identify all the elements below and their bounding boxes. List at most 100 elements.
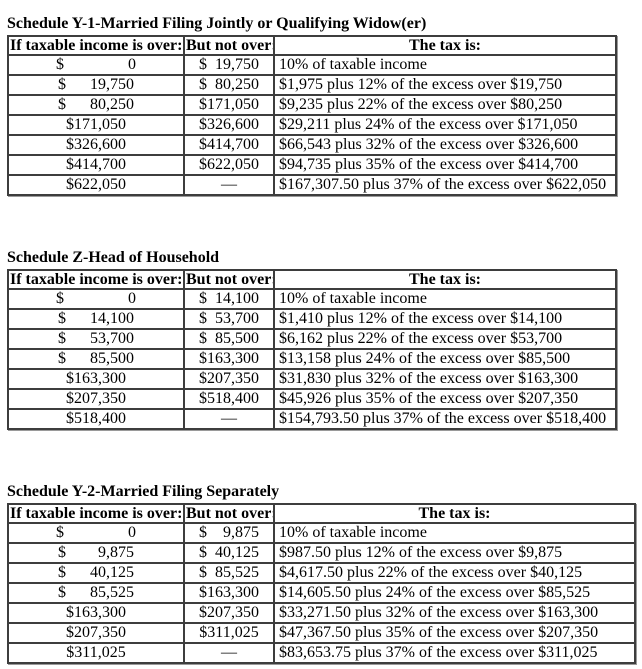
not-over-cell: — xyxy=(183,408,275,430)
income-over-cell: $ 53,700 xyxy=(7,328,185,350)
not-over-cell: $171,050 xyxy=(183,94,275,116)
income-over-cell: $ 14,100 xyxy=(7,308,185,330)
income-over-cell: $ 85,500 xyxy=(7,348,185,370)
tax-formula-cell: $45,926 plus 35% of the excess over $207… xyxy=(273,388,617,410)
col-header-income-over: If taxable income is over: xyxy=(7,269,185,290)
table-row: $ 14,100 $ 53,700 $1,410 plus 12% of the e… xyxy=(7,308,617,330)
not-over-cell: — xyxy=(183,642,275,664)
table-row: $ 40,125 $ 85,525 $4,617.50 plus 22% of th… xyxy=(7,562,636,584)
income-over-cell: $207,350 xyxy=(7,388,185,410)
income-over-cell: $ 9,875 xyxy=(7,542,185,564)
col-header-not-over: But not over: xyxy=(183,269,275,290)
table-row: $ 0 $ 14,100 10% of taxable income xyxy=(7,288,617,310)
col-header-tax-is: The tax is: xyxy=(273,503,636,524)
tax-formula-cell: $1,410 plus 12% of the excess over $14,1… xyxy=(273,308,617,330)
tax-formula-cell: $94,735 plus 35% of the excess over $414… xyxy=(273,154,617,176)
income-over-cell: $414,700 xyxy=(7,154,185,176)
table-row: $ 85,500 $163,300 $13,158 plus 24% of the … xyxy=(7,348,617,370)
table-row: $ 80,250 $171,050 $9,235 plus 22% of the e… xyxy=(7,94,617,116)
table-row: $311,025— $83,653.75 plus 37% of the exce… xyxy=(7,642,636,664)
tax-formula-cell: 10% of taxable income xyxy=(273,522,636,544)
tax-formula-cell: $13,158 plus 24% of the excess over $85,… xyxy=(273,348,617,370)
tax-formula-cell: $31,830 plus 32% of the excess over $163… xyxy=(273,368,617,390)
tax-formula-cell: $29,211 plus 24% of the excess over $171… xyxy=(273,114,617,136)
schedule-title: Schedule Y-2-Married Filing Separately xyxy=(7,483,280,500)
not-over-cell: $ 85,500 xyxy=(183,328,275,350)
not-over-cell: $ 14,100 xyxy=(183,288,275,310)
table-row: $ 0 $ 19,750 10% of taxable income xyxy=(7,54,617,76)
not-over-cell: $311,025 xyxy=(183,622,275,644)
income-over-cell: $ 19,750 xyxy=(7,74,185,96)
tax-formula-cell: 10% of taxable income xyxy=(273,54,617,76)
tax-formula-cell: $167,307.50 plus 37% of the excess over … xyxy=(273,174,617,196)
tax-formula-cell: $1,975 plus 12% of the excess over $19,7… xyxy=(273,74,617,96)
tax-formula-cell: $9,235 plus 22% of the excess over $80,2… xyxy=(273,94,617,116)
table-row: $518,400— $154,793.50 plus 37% of the exc… xyxy=(7,408,617,430)
tax-table-z: If taxable income is over: But not over:… xyxy=(7,269,617,430)
schedule-title: Schedule Y-1-Married Filing Jointly or Q… xyxy=(7,15,427,32)
table-row: $ 0 $ 9,875 10% of taxable income xyxy=(7,522,636,544)
table-row: $207,350 $518,400 $45,926 plus 35% of the … xyxy=(7,388,617,410)
tax-rate-schedules: Schedule Y-1-Married Filing Jointly or Q… xyxy=(7,15,642,664)
table-header-row: If taxable income is over: But not over:… xyxy=(7,35,617,56)
not-over-cell: $ 40,125 xyxy=(183,542,275,564)
not-over-cell: $ 85,525 xyxy=(183,562,275,584)
schedule-title: Schedule Z-Head of Household xyxy=(7,249,220,266)
not-over-cell: $ 80,250 xyxy=(183,74,275,96)
not-over-cell: $ 9,875 xyxy=(183,522,275,544)
income-over-cell: $ 0 xyxy=(7,522,185,544)
income-over-cell: $207,350 xyxy=(7,622,185,644)
tax-formula-cell: $83,653.75 plus 37% of the excess over $… xyxy=(273,642,636,664)
table-header-row: If taxable income is over: But not over:… xyxy=(7,503,636,524)
income-over-cell: $ 40,125 xyxy=(7,562,185,584)
tax-formula-cell: $154,793.50 plus 37% of the excess over … xyxy=(273,408,617,430)
not-over-cell: $ 19,750 xyxy=(183,54,275,76)
col-header-tax-is: The tax is: xyxy=(273,35,617,56)
tax-formula-cell: 10% of taxable income xyxy=(273,288,617,310)
tax-formula-cell: $4,617.50 plus 22% of the excess over $4… xyxy=(273,562,636,584)
table-row: $207,350 $311,025 $47,367.50 plus 35% of t… xyxy=(7,622,636,644)
tax-formula-cell: $66,543 plus 32% of the excess over $326… xyxy=(273,134,617,156)
not-over-cell: $163,300 xyxy=(183,348,275,370)
schedule-section-y1: Schedule Y-1-Married Filing Jointly or Q… xyxy=(7,15,642,196)
income-over-cell: $326,600 xyxy=(7,134,185,156)
table-row: $326,600 $414,700 $66,543 plus 32% of the … xyxy=(7,134,617,156)
income-over-cell: $ 85,525 xyxy=(7,582,185,604)
table-row: $ 85,525 $163,300 $14,605.50 plus 24% of t… xyxy=(7,582,636,604)
table-row: $622,050— $167,307.50 plus 37% of the exc… xyxy=(7,174,617,196)
income-over-cell: $518,400 xyxy=(7,408,185,430)
not-over-cell: $326,600 xyxy=(183,114,275,136)
table-row: $171,050 $326,600 $29,211 plus 24% of the … xyxy=(7,114,617,136)
not-over-cell: — xyxy=(183,174,275,196)
not-over-cell: $163,300 xyxy=(183,582,275,604)
income-over-cell: $622,050 xyxy=(7,174,185,196)
table-row: $414,700 $622,050 $94,735 plus 35% of the … xyxy=(7,154,617,176)
tax-formula-cell: $14,605.50 plus 24% of the excess over $… xyxy=(273,582,636,604)
tax-table-y2: If taxable income is over: But not over:… xyxy=(7,503,636,664)
tax-formula-cell: $33,271.50 plus 32% of the excess over $… xyxy=(273,602,636,624)
tax-formula-cell: $47,367.50 plus 35% of the excess over $… xyxy=(273,622,636,644)
income-over-cell: $163,300 xyxy=(7,368,185,390)
not-over-cell: $207,350 xyxy=(183,368,275,390)
schedule-section-z: Schedule Z-Head of Household If taxable … xyxy=(7,249,642,430)
not-over-cell: $ 53,700 xyxy=(183,308,275,330)
table-header-row: If taxable income is over: But not over:… xyxy=(7,269,617,290)
tax-table-y1: If taxable income is over: But not over:… xyxy=(7,35,617,196)
table-row: $163,300 $207,350 $33,271.50 plus 32% of t… xyxy=(7,602,636,624)
col-header-not-over: But not over: xyxy=(183,35,275,56)
income-over-cell: $ 80,250 xyxy=(7,94,185,116)
income-over-cell: $163,300 xyxy=(7,602,185,624)
col-header-income-over: If taxable income is over: xyxy=(7,503,185,524)
table-row: $ 19,750 $ 80,250 $1,975 plus 12% of the e… xyxy=(7,74,617,96)
table-row: $ 9,875 $ 40,125 $987.50 plus 12% of the e… xyxy=(7,542,636,564)
income-over-cell: $171,050 xyxy=(7,114,185,136)
tax-formula-cell: $6,162 plus 22% of the excess over $53,7… xyxy=(273,328,617,350)
tax-formula-cell: $987.50 plus 12% of the excess over $9,8… xyxy=(273,542,636,564)
not-over-cell: $622,050 xyxy=(183,154,275,176)
schedule-section-y2: Schedule Y-2-Married Filing Separately I… xyxy=(7,483,642,664)
not-over-cell: $207,350 xyxy=(183,602,275,624)
not-over-cell: $414,700 xyxy=(183,134,275,156)
col-header-tax-is: The tax is: xyxy=(273,269,617,290)
income-over-cell: $311,025 xyxy=(7,642,185,664)
